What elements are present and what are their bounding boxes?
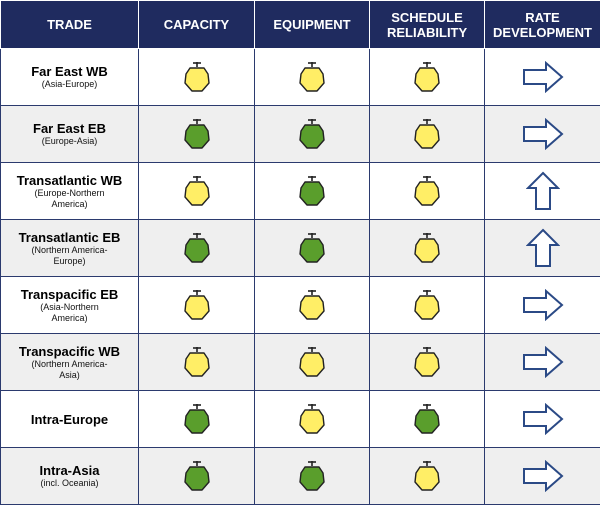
capacity-cell: [139, 106, 255, 163]
trade-subtitle: (Northern America-Asia): [22, 359, 118, 381]
table-row: Transpacific EB(Asia-Northern America): [1, 277, 600, 334]
trade-name: Intra-Europe: [1, 412, 138, 427]
equipment-cell: [255, 106, 370, 163]
right-arrow-icon: [485, 289, 600, 321]
green-ship-icon: [370, 403, 484, 435]
rate-development-cell: [485, 163, 600, 220]
trade-cell: Intra-Europe: [1, 391, 139, 448]
rate-development-cell: [485, 391, 600, 448]
green-ship-icon: [255, 118, 369, 150]
schedule-reliability-cell: [370, 277, 485, 334]
capacity-cell: [139, 163, 255, 220]
yellow-ship-icon: [370, 346, 484, 378]
right-arrow-icon: [485, 346, 600, 378]
trade-subtitle: (Northern America-Europe): [22, 245, 118, 267]
trade-cell: Transatlantic WB(Europe-Northern America…: [1, 163, 139, 220]
capacity-cell: [139, 49, 255, 106]
table-row: Transatlantic WB(Europe-Northern America…: [1, 163, 600, 220]
table-row: Far East EB(Europe-Asia): [1, 106, 600, 163]
trade-cell: Transpacific EB(Asia-Northern America): [1, 277, 139, 334]
capacity-cell: [139, 220, 255, 277]
yellow-ship-icon: [139, 289, 254, 321]
capacity-cell: [139, 391, 255, 448]
green-ship-icon: [139, 403, 254, 435]
header-row: TRADE CAPACITY EQUIPMENT SCHEDULE RELIAB…: [1, 1, 600, 49]
trade-cell: Transatlantic EB(Northern America-Europe…: [1, 220, 139, 277]
rate-development-cell: [485, 49, 600, 106]
schedule-reliability-cell: [370, 163, 485, 220]
equipment-cell: [255, 391, 370, 448]
yellow-ship-icon: [255, 403, 369, 435]
trade-cell: Far East EB(Europe-Asia): [1, 106, 139, 163]
trade-subtitle: (Europe-Asia): [1, 136, 138, 147]
equipment-cell: [255, 220, 370, 277]
green-ship-icon: [255, 460, 369, 492]
rate-development-cell: [485, 277, 600, 334]
yellow-ship-icon: [255, 61, 369, 93]
yellow-ship-icon: [255, 346, 369, 378]
up-arrow-icon: [485, 171, 600, 211]
table-row: Intra-Europe: [1, 391, 600, 448]
yellow-ship-icon: [370, 175, 484, 207]
header-equipment: EQUIPMENT: [255, 1, 370, 49]
schedule-reliability-cell: [370, 391, 485, 448]
yellow-ship-icon: [370, 118, 484, 150]
trade-name: Transatlantic WB: [1, 173, 138, 188]
right-arrow-icon: [485, 118, 600, 150]
right-arrow-icon: [485, 460, 600, 492]
green-ship-icon: [255, 175, 369, 207]
equipment-cell: [255, 277, 370, 334]
green-ship-icon: [139, 460, 254, 492]
trade-name: Far East WB: [1, 64, 138, 79]
header-rate-development: RATE DEVELOPMENT: [485, 1, 600, 49]
rate-development-cell: [485, 334, 600, 391]
up-arrow-icon: [485, 228, 600, 268]
trade-cell: Far East WB(Asia-Europe): [1, 49, 139, 106]
table-row: Transatlantic EB(Northern America-Europe…: [1, 220, 600, 277]
schedule-reliability-cell: [370, 334, 485, 391]
capacity-cell: [139, 277, 255, 334]
yellow-ship-icon: [139, 175, 254, 207]
trade-subtitle: (Europe-Northern America): [22, 188, 118, 210]
yellow-ship-icon: [370, 289, 484, 321]
trade-cell: Transpacific WB(Northern America-Asia): [1, 334, 139, 391]
right-arrow-icon: [485, 61, 600, 93]
trade-name: Transatlantic EB: [1, 230, 138, 245]
rate-development-cell: [485, 106, 600, 163]
capacity-cell: [139, 334, 255, 391]
trade-name: Transpacific WB: [1, 344, 138, 359]
header-capacity: CAPACITY: [139, 1, 255, 49]
yellow-ship-icon: [139, 346, 254, 378]
yellow-ship-icon: [255, 289, 369, 321]
schedule-reliability-cell: [370, 106, 485, 163]
trade-name: Far East EB: [1, 121, 138, 136]
trade-subtitle: (Asia-Europe): [1, 79, 138, 90]
green-ship-icon: [139, 118, 254, 150]
equipment-cell: [255, 334, 370, 391]
header-schedule-reliability-label: SCHEDULE RELIABILITY: [387, 10, 467, 40]
yellow-ship-icon: [370, 61, 484, 93]
schedule-reliability-cell: [370, 220, 485, 277]
schedule-reliability-cell: [370, 49, 485, 106]
table-row: Transpacific WB(Northern America-Asia): [1, 334, 600, 391]
green-ship-icon: [255, 232, 369, 264]
equipment-cell: [255, 49, 370, 106]
header-trade: TRADE: [1, 1, 139, 49]
rate-development-cell: [485, 220, 600, 277]
equipment-cell: [255, 163, 370, 220]
trade-subtitle: (incl. Oceania): [1, 478, 138, 489]
header-rate-development-label: RATE DEVELOPMENT: [493, 10, 593, 40]
green-ship-icon: [139, 232, 254, 264]
yellow-ship-icon: [370, 232, 484, 264]
right-arrow-icon: [485, 403, 600, 435]
trade-name: Transpacific EB: [1, 287, 138, 302]
yellow-ship-icon: [139, 61, 254, 93]
header-schedule-reliability: SCHEDULE RELIABILITY: [370, 1, 485, 49]
trade-subtitle: (Asia-Northern America): [22, 302, 118, 324]
table-body: Far East WB(Asia-Europe)Far East EB(Euro…: [1, 49, 600, 505]
yellow-ship-icon: [370, 460, 484, 492]
trade-name: Intra-Asia: [1, 463, 138, 478]
table-row: Far East WB(Asia-Europe): [1, 49, 600, 106]
